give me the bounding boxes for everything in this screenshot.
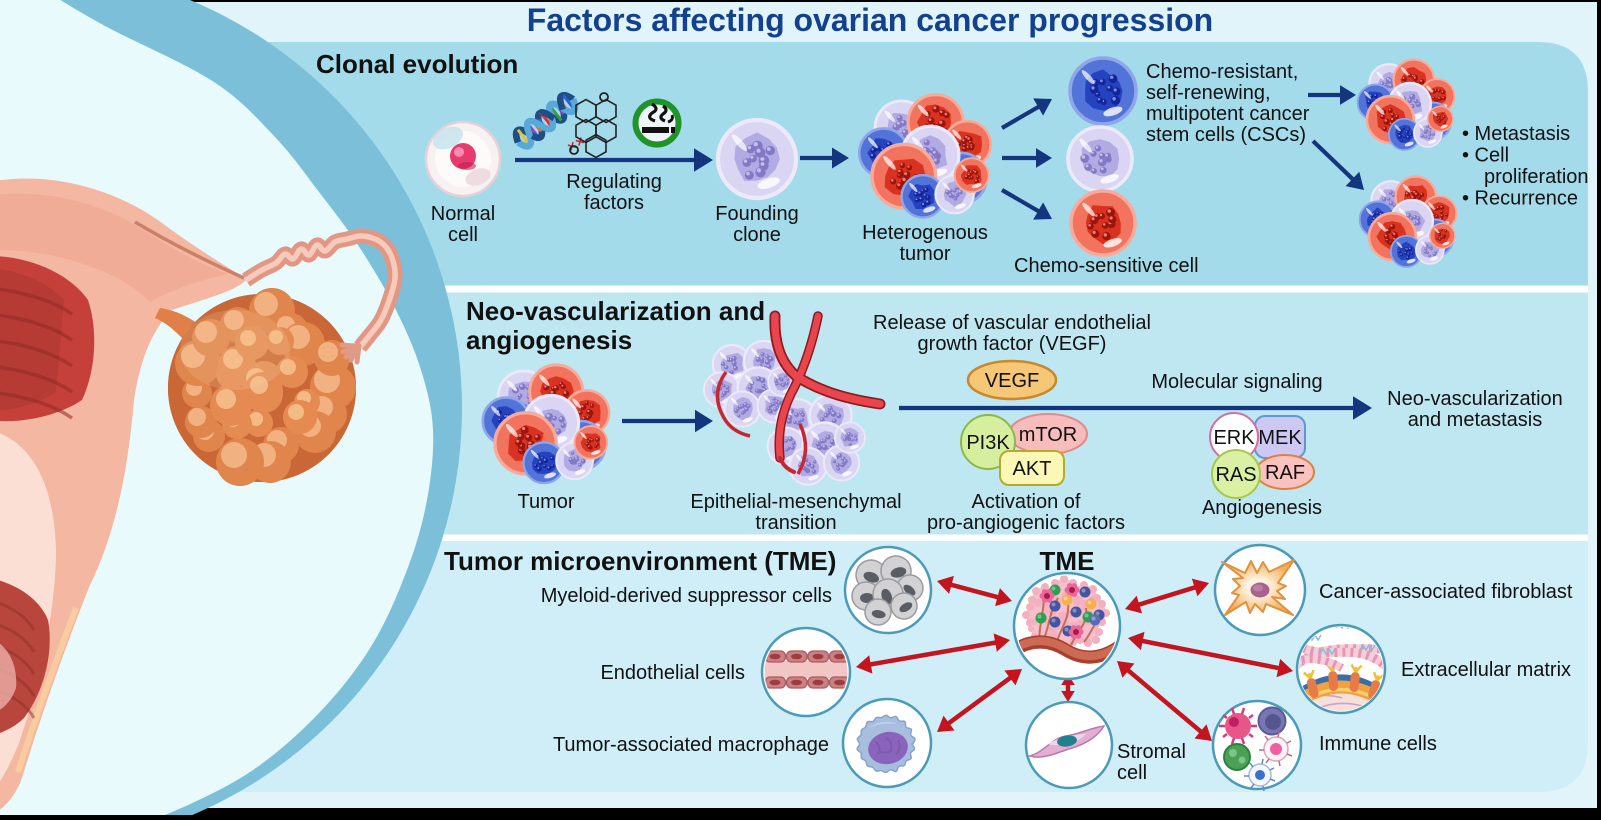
- svg-text:Release of vascular endothelia: Release of vascular endothelial: [873, 312, 1151, 334]
- svg-text:PI3K: PI3K: [966, 432, 1010, 454]
- svg-text:ERK: ERK: [1213, 427, 1255, 449]
- svg-text:Cancer-associated fibroblast: Cancer-associated fibroblast: [1319, 581, 1573, 603]
- svg-text:VEGF: VEGF: [985, 370, 1039, 392]
- svg-text:Extracellular matrix: Extracellular matrix: [1401, 659, 1571, 681]
- svg-text:• Cell: • Cell: [1462, 145, 1509, 167]
- svg-text:Tumor-associated macrophage: Tumor-associated macrophage: [553, 734, 829, 756]
- svg-text:Heterogenous: Heterogenous: [862, 222, 988, 244]
- svg-text:Regulating: Regulating: [566, 171, 662, 193]
- svg-text:cell: cell: [448, 224, 478, 246]
- svg-text:stem cells (CSCs): stem cells (CSCs): [1146, 124, 1306, 146]
- svg-text:Normal: Normal: [431, 203, 495, 225]
- svg-text:angiogenesis: angiogenesis: [466, 325, 632, 355]
- svg-text:Molecular signaling: Molecular signaling: [1151, 371, 1322, 393]
- svg-text:Factors affecting ovarian canc: Factors affecting ovarian cancer progres…: [527, 2, 1213, 38]
- svg-text:Myeloid-derived suppressor cel: Myeloid-derived suppressor cells: [541, 585, 832, 607]
- svg-text:Angiogenesis: Angiogenesis: [1202, 497, 1322, 519]
- svg-text:Chemo-resistant,: Chemo-resistant,: [1146, 61, 1298, 83]
- svg-text:proliferation: proliferation: [1484, 166, 1589, 188]
- svg-text:Epithelial-mesenchymal: Epithelial-mesenchymal: [690, 491, 901, 513]
- svg-text:clone: clone: [733, 224, 781, 246]
- svg-text:mTOR: mTOR: [1019, 424, 1078, 446]
- svg-text:Neo-vascularization: Neo-vascularization: [1387, 388, 1563, 410]
- svg-text:self-renewing,: self-renewing,: [1146, 82, 1271, 104]
- svg-text:pro-angiogenic factors: pro-angiogenic factors: [927, 512, 1125, 534]
- svg-text:and metastasis: and metastasis: [1408, 409, 1543, 431]
- svg-text:Endothelial cells: Endothelial cells: [600, 662, 745, 684]
- svg-text:factors: factors: [584, 192, 644, 214]
- svg-text:Activation of: Activation of: [972, 491, 1081, 513]
- svg-text:RAF: RAF: [1265, 462, 1305, 484]
- svg-text:Clonal evolution: Clonal evolution: [316, 49, 518, 79]
- svg-text:Tumor microenvironment (TME): Tumor microenvironment (TME): [444, 546, 836, 576]
- svg-text:multipotent cancer: multipotent cancer: [1146, 103, 1310, 125]
- svg-text:Stromal: Stromal: [1117, 741, 1186, 763]
- svg-text:TME: TME: [1040, 546, 1095, 576]
- svg-text:• Recurrence: • Recurrence: [1462, 188, 1578, 210]
- svg-text:• Metastasis: • Metastasis: [1462, 123, 1570, 145]
- svg-text:AKT: AKT: [1013, 458, 1052, 480]
- svg-text:tumor: tumor: [899, 243, 950, 265]
- svg-text:RAS: RAS: [1215, 464, 1256, 486]
- svg-text:Immune cells: Immune cells: [1319, 733, 1437, 755]
- svg-text:Neo-vascularization and: Neo-vascularization and: [466, 296, 765, 326]
- svg-text:Founding: Founding: [715, 203, 798, 225]
- svg-text:Chemo-sensitive cell: Chemo-sensitive cell: [1014, 255, 1199, 277]
- svg-text:MEK: MEK: [1258, 427, 1302, 449]
- svg-text:transition: transition: [755, 512, 836, 534]
- svg-text:cell: cell: [1117, 762, 1147, 784]
- svg-text:growth factor (VEGF): growth factor (VEGF): [918, 333, 1107, 355]
- svg-text:Tumor: Tumor: [517, 491, 574, 513]
